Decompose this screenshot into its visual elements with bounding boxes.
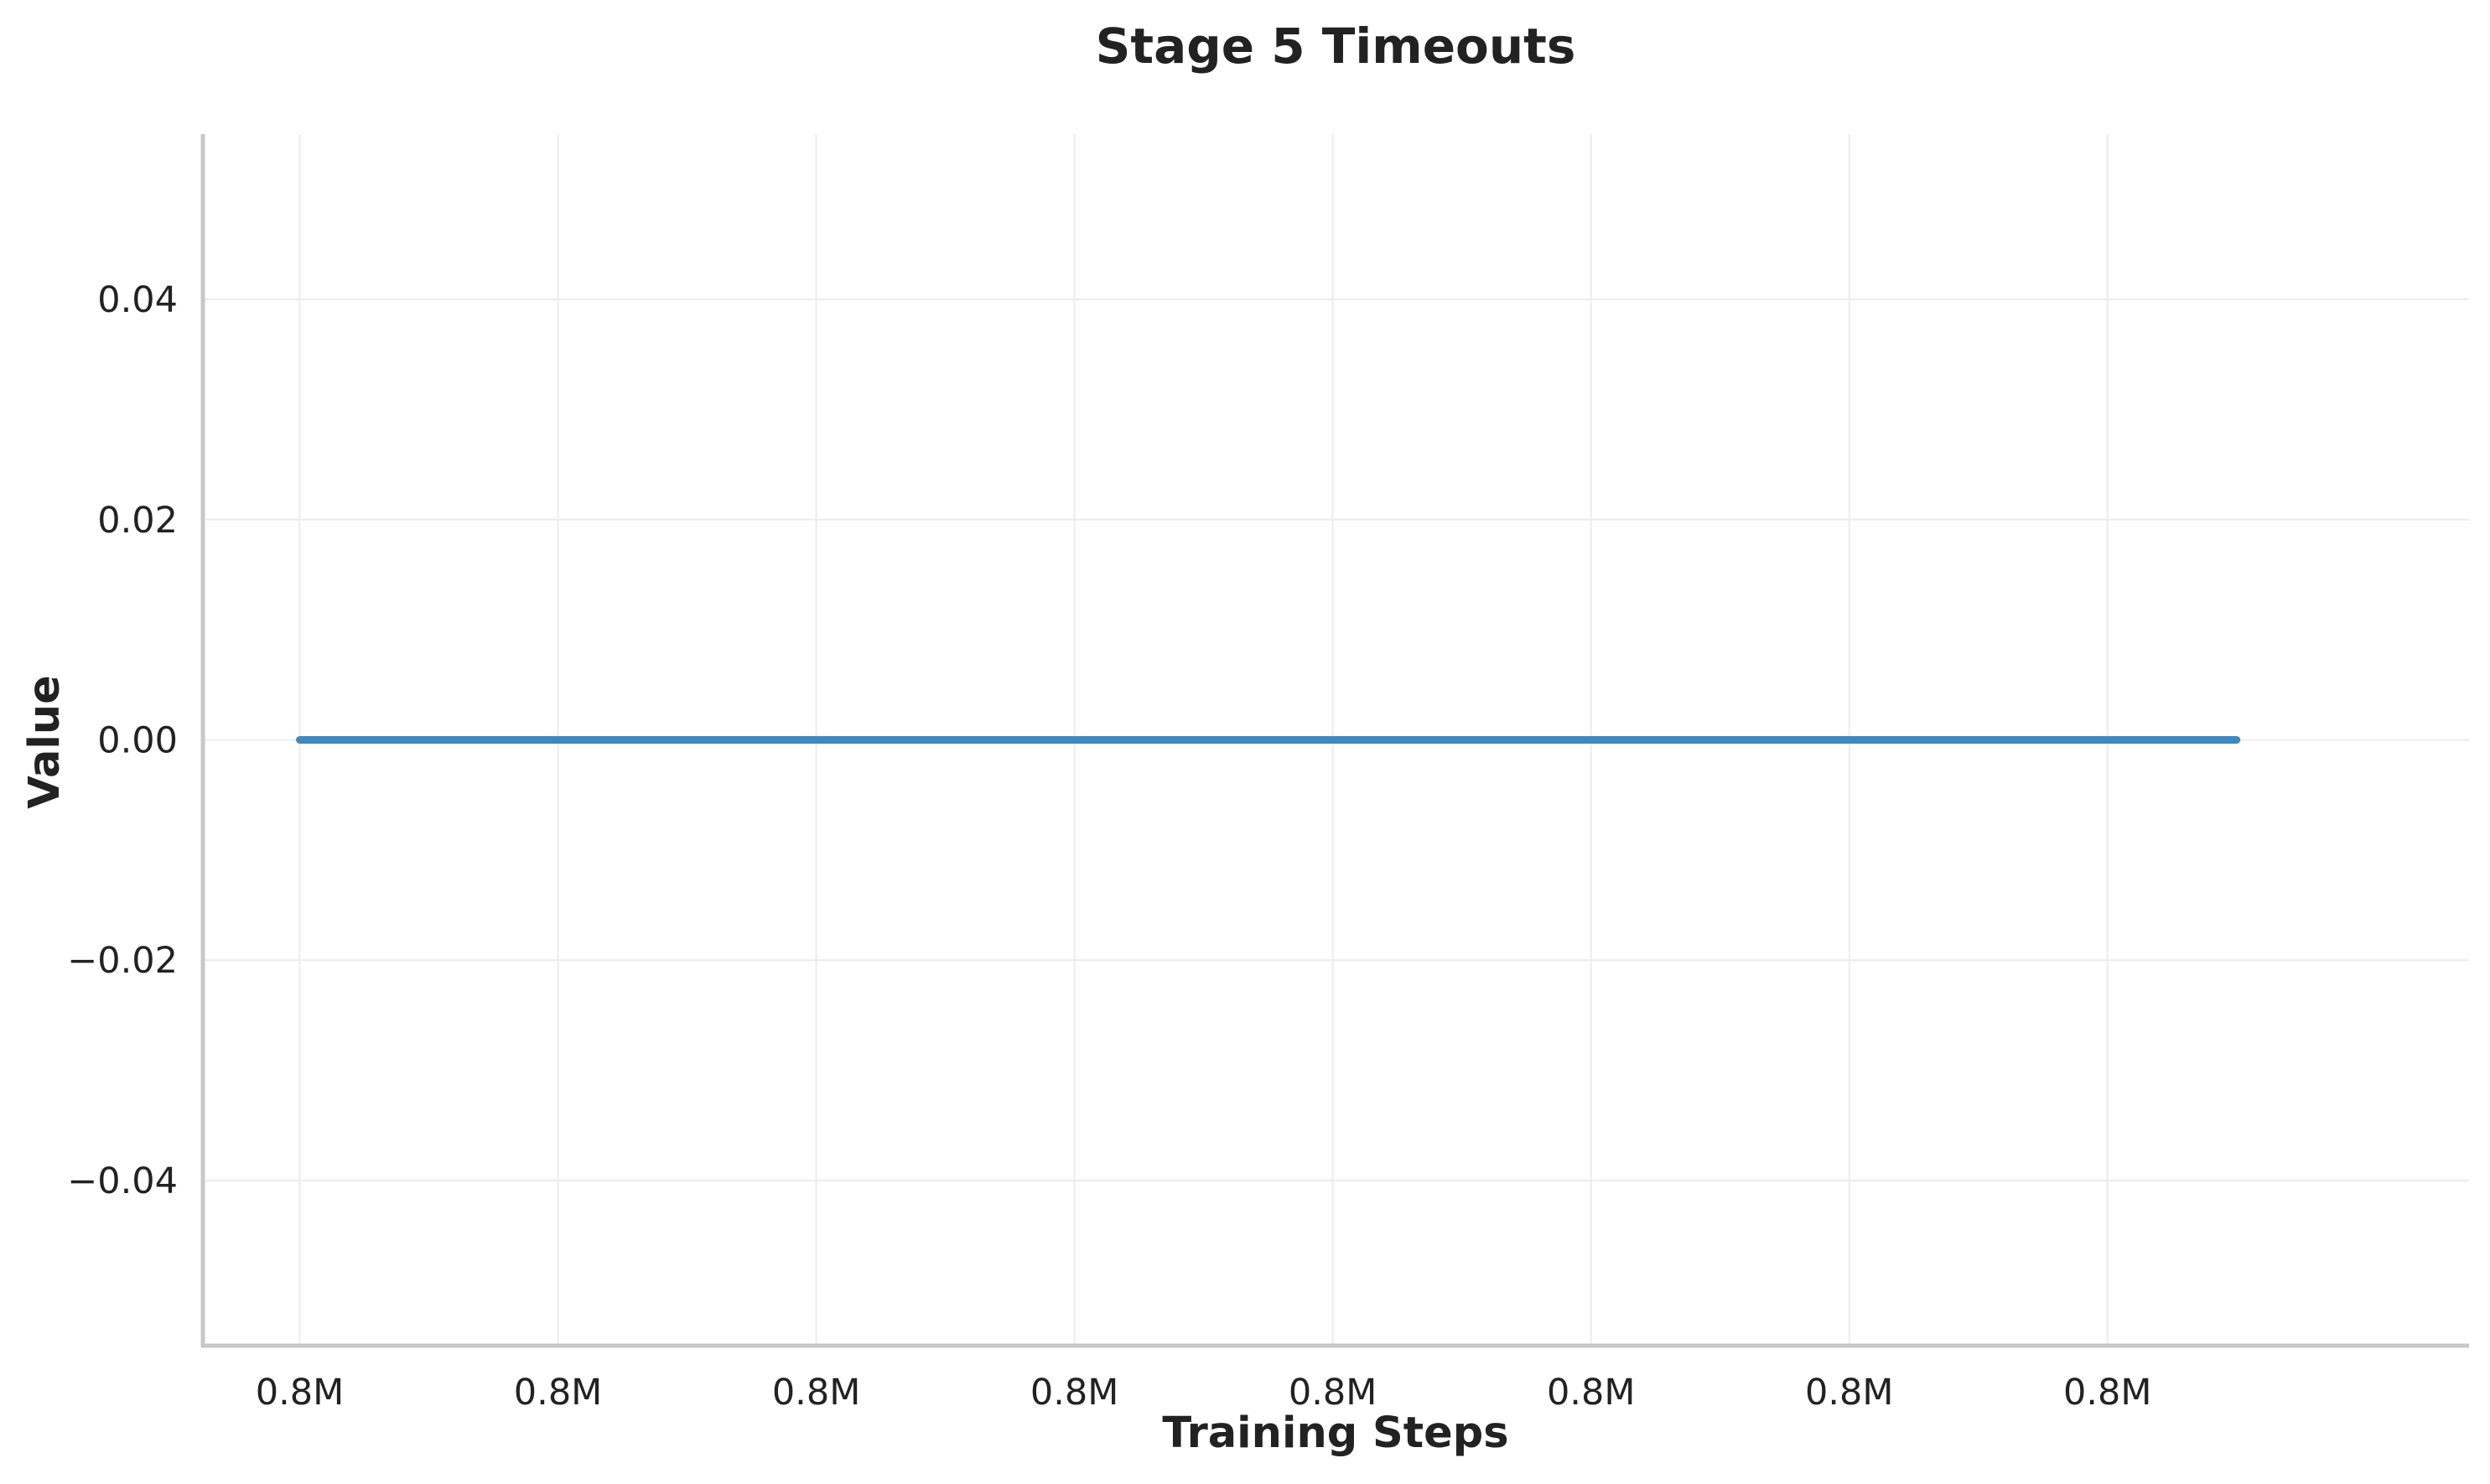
x-tick-label: 0.8M	[1805, 1372, 1893, 1414]
y-axis-label: Value	[20, 675, 70, 808]
y-tick-label: 0.04	[97, 279, 178, 321]
y-tick-label: 0.02	[97, 500, 178, 542]
x-tick-label: 0.8M	[1547, 1372, 1635, 1414]
x-tick-label: 0.8M	[2063, 1372, 2151, 1414]
y-tick-label: −0.04	[67, 1160, 178, 1202]
x-axis-label: Training Steps	[1162, 1409, 1508, 1458]
y-tick-label: −0.02	[67, 940, 178, 982]
x-tick-label: 0.8M	[1289, 1372, 1377, 1414]
chart-title: Stage 5 Timeouts	[1096, 18, 1576, 75]
y-tick-label: 0.00	[97, 720, 178, 762]
x-tick-label: 0.8M	[772, 1372, 860, 1414]
x-tick-label: 0.8M	[256, 1372, 344, 1414]
x-tick-label: 0.8M	[1030, 1372, 1118, 1414]
x-tick-labels: 0.8M 0.8M 0.8M 0.8M 0.8M 0.8M 0.8M 0.8M	[256, 1372, 2152, 1414]
y-tick-labels: −0.04 −0.02 0.00 0.02 0.04	[67, 279, 178, 1202]
x-tick-label: 0.8M	[514, 1372, 602, 1414]
